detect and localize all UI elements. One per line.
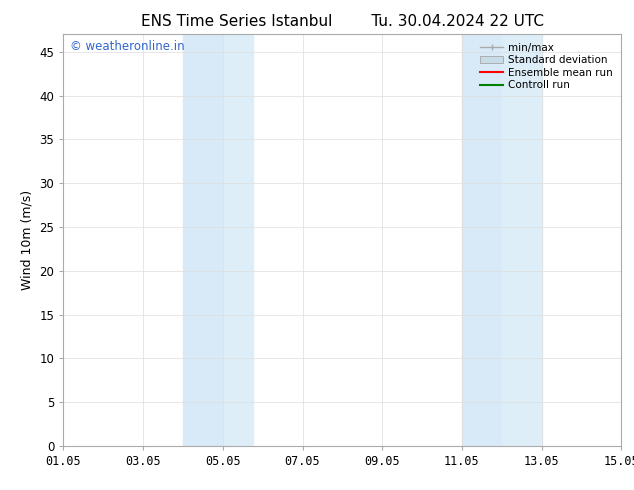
Y-axis label: Wind 10m (m/s): Wind 10m (m/s) [21,190,34,290]
Bar [462,34,501,446]
Bar [223,34,253,446]
Title: ENS Time Series Istanbul        Tu. 30.04.2024 22 UTC: ENS Time Series Istanbul Tu. 30.04.2024 … [141,14,544,29]
Bar [501,34,541,446]
Legend: min/max, Standard deviation, Ensemble mean run, Controll run: min/max, Standard deviation, Ensemble me… [477,40,616,94]
Text: © weatheronline.in: © weatheronline.in [70,41,184,53]
Bar [183,34,223,446]
